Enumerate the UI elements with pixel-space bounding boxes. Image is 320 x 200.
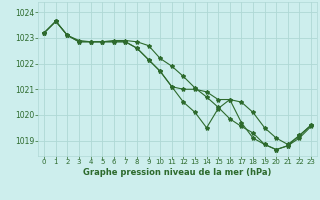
X-axis label: Graphe pression niveau de la mer (hPa): Graphe pression niveau de la mer (hPa) [84, 168, 272, 177]
